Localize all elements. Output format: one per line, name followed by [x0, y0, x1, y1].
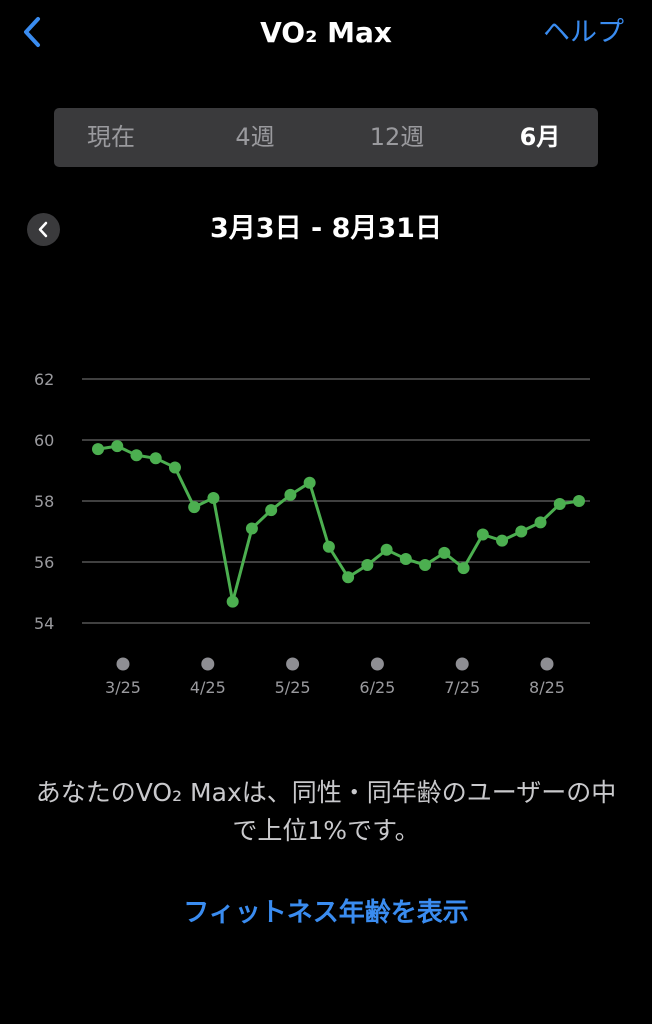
time-range-segmented-control: 現在 4週 12週 6月 — [54, 108, 598, 167]
y-tick-label: 60 — [34, 431, 54, 450]
vo2max-summary-text: あなたのVO₂ Maxは、同性・同年齢のユーザーの中で上位1%です。 — [35, 778, 617, 845]
x-tick-label: 7/25 — [444, 678, 480, 697]
month-marker-dot — [116, 657, 130, 671]
chevron-left-icon — [24, 17, 40, 47]
y-tick-label: 58 — [34, 492, 54, 511]
data-point — [303, 476, 316, 489]
segment-4-weeks[interactable]: 4週 — [235, 123, 275, 151]
data-point — [207, 491, 220, 504]
data-point — [342, 571, 355, 584]
data-point — [226, 595, 239, 608]
segment-6-months[interactable]: 6月 — [519, 123, 561, 151]
data-point — [149, 452, 162, 465]
y-tick-label: 54 — [34, 614, 54, 633]
month-marker-dot — [201, 657, 215, 671]
segment-now[interactable]: 現在 — [87, 123, 135, 151]
month-marker-dot — [370, 657, 384, 671]
data-point — [380, 543, 393, 556]
data-point — [573, 495, 585, 507]
x-tick-label: 4/25 — [190, 678, 226, 697]
data-point — [111, 440, 124, 453]
previous-range-button[interactable] — [27, 213, 60, 246]
data-point — [476, 528, 489, 541]
x-tick-label: 3/25 — [105, 678, 141, 697]
x-tick-label: 8/25 — [529, 678, 565, 697]
data-point — [515, 525, 528, 538]
month-marker-dot — [455, 657, 469, 671]
data-point — [361, 559, 374, 572]
data-point — [399, 552, 412, 565]
data-point — [322, 540, 335, 553]
data-point — [457, 562, 470, 575]
data-point — [496, 534, 509, 547]
data-point — [284, 488, 297, 501]
data-point — [130, 449, 143, 462]
help-button[interactable]: ヘルプ — [543, 17, 624, 48]
date-range-title: 3月3日 - 8月31日 — [210, 213, 442, 244]
data-point — [168, 461, 181, 474]
data-point — [419, 559, 432, 572]
y-tick-label: 56 — [34, 553, 54, 572]
data-point — [534, 516, 547, 529]
data-point — [265, 504, 278, 517]
y-tick-label: 62 — [34, 370, 54, 389]
data-point — [438, 546, 451, 559]
data-point — [245, 522, 258, 535]
data-point — [188, 501, 201, 514]
month-marker-dot — [286, 657, 300, 671]
show-fitness-age-link[interactable]: フィットネス年齢を表示 — [183, 898, 469, 928]
data-point — [92, 443, 104, 456]
page-title: VO₂ Max — [260, 16, 392, 49]
month-marker-dot — [540, 657, 554, 671]
chevron-left-icon — [38, 221, 48, 238]
back-button[interactable] — [18, 14, 50, 50]
data-point — [553, 498, 566, 511]
vo2max-line-chart: 62 60 58 56 54 3/25 4/25 5/25 6/25 7/25 8/25 — [34, 370, 590, 697]
nav-bar: VO₂ Max ヘルプ — [0, 0, 652, 68]
x-tick-label: 5/25 — [275, 678, 311, 697]
segment-12-weeks[interactable]: 12週 — [369, 123, 425, 151]
x-tick-label: 6/25 — [359, 678, 395, 697]
